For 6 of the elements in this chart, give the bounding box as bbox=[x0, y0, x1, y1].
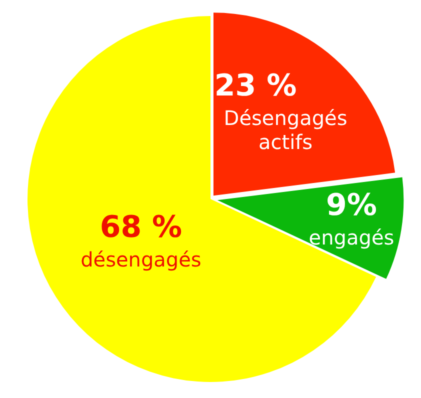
data-label: 68 % bbox=[100, 210, 182, 245]
data-label: 9% bbox=[326, 188, 377, 224]
data-label: 23 % bbox=[214, 68, 297, 104]
slice-label: Désengagés actifs bbox=[224, 106, 348, 154]
slice-label: désengagés bbox=[80, 247, 202, 272]
slice-label: engagés bbox=[308, 226, 394, 250]
